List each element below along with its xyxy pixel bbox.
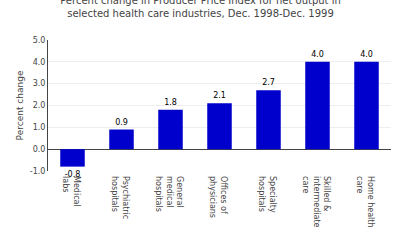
- svg-text:4.0: 4.0: [360, 50, 373, 59]
- svg-text:Skilled &intermediatecare: Skilled &intermediatecare: [301, 176, 331, 228]
- svg-text:2.0: 2.0: [33, 101, 46, 110]
- svg-text:1.8: 1.8: [164, 98, 177, 107]
- svg-text:Home healthcare: Home healthcare: [355, 176, 374, 228]
- svg-text:0.9: 0.9: [115, 118, 128, 127]
- svg-text:Percent change: Percent change: [15, 70, 25, 140]
- svg-text:Percent change in Producer Pri: Percent change in Producer Price Index f…: [60, 0, 341, 19]
- svg-text:2.7: 2.7: [262, 78, 275, 87]
- svg-text:4.0: 4.0: [33, 58, 46, 67]
- svg-text:0.0: 0.0: [33, 145, 46, 154]
- svg-text:4.0: 4.0: [311, 50, 324, 59]
- svg-text:2.1: 2.1: [213, 91, 226, 100]
- svg-text:5.0: 5.0: [33, 36, 46, 45]
- svg-text:-1.0: -1.0: [30, 167, 46, 176]
- svg-text:Specialtyhospitals: Specialtyhospitals: [257, 176, 276, 213]
- svg-text:1.0: 1.0: [33, 123, 46, 132]
- svg-text:Psychiatrichospitals: Psychiatrichospitals: [110, 176, 129, 219]
- svg-text:Medicallabs: Medicallabs: [61, 176, 80, 207]
- svg-text:3.0: 3.0: [33, 79, 46, 88]
- svg-text:Generalmedicalhospitals: Generalmedicalhospitals: [154, 176, 184, 212]
- svg-text:Offices ofphysicians: Offices ofphysicians: [208, 176, 227, 218]
- svg-text:-0.8: -0.8: [65, 170, 81, 179]
